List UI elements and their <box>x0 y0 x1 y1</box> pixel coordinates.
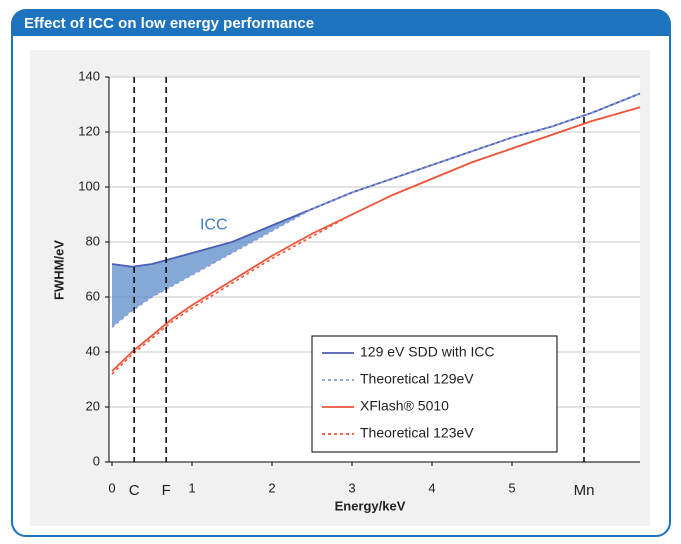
y-tick-label: 20 <box>86 398 100 413</box>
x-axis-label: Energy/keV <box>335 498 406 513</box>
legend-label: Theoretical 123eV <box>360 425 474 441</box>
annotation: ICC <box>200 217 228 234</box>
x-tick-label: 1 <box>188 480 195 495</box>
series-line <box>111 106 641 375</box>
header-title: Effect of ICC on low energy performance <box>24 15 314 32</box>
y-axis-label: FWHM/eV <box>51 240 66 300</box>
x-tick-label: 4 <box>428 480 435 495</box>
x-tick-label: 5 <box>508 480 515 495</box>
legend-label: Theoretical 129eV <box>360 371 474 387</box>
legend-box <box>311 335 558 453</box>
marker-label: F <box>162 482 171 499</box>
y-tick-label: 80 <box>86 233 100 248</box>
y-tick-label: 100 <box>78 178 100 193</box>
y-tick-label: 40 <box>86 343 100 358</box>
header-bar <box>12 10 670 36</box>
legend-label: XFlash® 5010 <box>360 398 449 414</box>
series-line <box>111 106 641 372</box>
x-tick-label: 3 <box>348 480 355 495</box>
y-tick-label: 60 <box>86 288 100 303</box>
series-line <box>111 92 641 328</box>
y-tick-label: 0 <box>93 453 100 468</box>
marker-label: Mn <box>574 482 595 499</box>
x-tick-label: 0 <box>108 480 115 495</box>
x-tick-label: 2 <box>268 480 275 495</box>
y-tick-label: 120 <box>78 123 100 138</box>
marker-label: C <box>129 482 140 499</box>
y-tick-label: 140 <box>78 68 100 83</box>
legend-label: 129 eV SDD with ICC <box>360 344 495 360</box>
